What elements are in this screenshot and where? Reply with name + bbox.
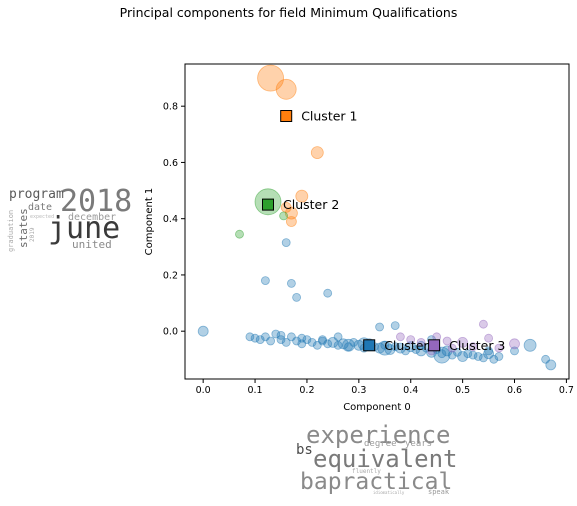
cluster-label: Cluster 3: [449, 338, 505, 353]
data-point: [457, 336, 469, 348]
data-point: [250, 333, 260, 343]
data-point: [292, 336, 302, 346]
data-point: [235, 229, 244, 239]
data-point: [281, 238, 291, 248]
y-tick-label: 0.6: [163, 158, 178, 169]
y-axis-label: Component 1: [144, 188, 155, 256]
data-point: [342, 338, 355, 352]
cluster-marker: [363, 339, 376, 352]
data-point: [286, 278, 296, 288]
wordcloud-word: fluently: [352, 468, 381, 475]
cluster-label: Cluster 0: [384, 338, 440, 353]
data-point: [395, 332, 405, 342]
wordcloud-word: years: [405, 439, 433, 449]
data-point: [285, 216, 297, 227]
wordcloud-word: expected: [30, 214, 55, 220]
data-point: [377, 340, 393, 356]
data-point: [255, 335, 265, 345]
data-point: [302, 335, 312, 345]
data-point: [447, 350, 457, 360]
data-point: [271, 329, 281, 339]
data-point: [510, 346, 519, 356]
data-point: [390, 321, 400, 331]
data-point: [279, 211, 289, 221]
data-point: [406, 335, 416, 345]
x-tick-label: 0.1: [247, 385, 262, 396]
data-point: [468, 342, 478, 352]
data-point: [416, 340, 426, 350]
wordcloud-word: degree: [364, 439, 397, 449]
data-point: [266, 336, 276, 346]
y-tick-label: 0.4: [163, 214, 178, 225]
data-point: [442, 336, 452, 346]
data-point: [478, 319, 488, 329]
data-point: [473, 352, 483, 361]
x-tick-label: 0.3: [351, 385, 366, 396]
data-point: [545, 359, 557, 371]
cluster-marker: [428, 339, 441, 352]
wordcloud-word: 2019: [29, 227, 36, 242]
data-point: [245, 332, 255, 342]
data-point: [292, 292, 302, 302]
wordcloud-word: graduation: [7, 209, 15, 252]
data-point: [489, 354, 499, 364]
data-point: [509, 338, 520, 350]
data-point: [394, 342, 406, 354]
data-point: [384, 344, 396, 355]
data-point: [318, 335, 327, 345]
wordcloud-word: experience: [306, 421, 451, 449]
data-point: [447, 343, 457, 353]
cluster-label: Cluster 2: [283, 197, 339, 212]
wordcloud-word: 2018: [60, 184, 133, 219]
wordcloud-word: states: [17, 208, 30, 248]
data-point: [260, 276, 270, 286]
wordcloud-word: december: [68, 212, 117, 223]
cluster-marker: [280, 110, 293, 122]
wordcloud-word: united: [72, 238, 112, 251]
data-point: [416, 337, 426, 347]
data-point: [295, 189, 309, 203]
data-point: [310, 146, 324, 160]
data-point: [276, 330, 286, 340]
wordcloud-word: bs: [296, 442, 313, 458]
data-point: [484, 346, 494, 356]
data-point: [297, 333, 307, 343]
wordcloud-word: equivalent: [313, 445, 458, 473]
data-point: [463, 349, 473, 359]
y-tick-label: 0.0: [163, 327, 178, 338]
cluster-marker: [262, 198, 274, 211]
wordcloud-word: bapractical: [300, 469, 453, 495]
x-axis-label: Component 0: [343, 402, 411, 413]
data-point: [281, 337, 291, 347]
y-tick-label: 0.2: [163, 270, 178, 281]
data-point: [375, 322, 385, 332]
wordcloud-word: speak: [428, 488, 450, 496]
data-point: [323, 288, 333, 298]
wordcloud-word: june: [48, 211, 121, 246]
y-tick-label: 0.8: [163, 102, 178, 113]
wordcloud-word: idiomatically: [373, 490, 405, 495]
cluster-label: Cluster 1: [301, 109, 357, 124]
data-point: [333, 332, 343, 342]
x-tick-label: 0.4: [403, 385, 418, 396]
data-point: [484, 333, 494, 343]
x-tick-label: 0.2: [299, 385, 314, 396]
x-tick-label: 0.7: [559, 385, 574, 396]
data-point: [523, 338, 537, 352]
data-point: [457, 351, 469, 362]
data-point: [494, 352, 504, 361]
wordcloud-word: program: [9, 187, 64, 202]
data-point: [405, 341, 417, 353]
chart-title: Principal components for field Minimum Q…: [119, 5, 458, 20]
data-point: [307, 337, 317, 347]
wordcloud-word: date: [28, 202, 53, 213]
x-tick-label: 0.5: [455, 385, 470, 396]
data-point: [494, 343, 504, 353]
x-tick-label: 0.6: [507, 385, 522, 396]
x-tick-label: 0.0: [196, 385, 211, 396]
data-point: [275, 78, 297, 100]
data-point: [197, 325, 209, 337]
plot-frame: [184, 63, 570, 380]
